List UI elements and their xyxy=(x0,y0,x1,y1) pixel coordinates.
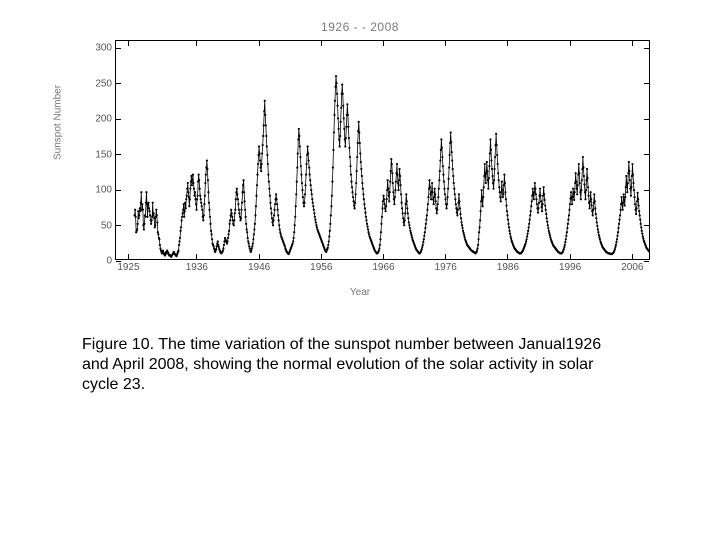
x-axis-label: Year xyxy=(60,287,660,298)
y-axis-label: Sunspot Number xyxy=(53,85,64,160)
y-tick-label: 300 xyxy=(95,43,116,54)
plot-area: 0501001502002503001925193619461956196619… xyxy=(115,40,650,260)
x-tick-label: 1946 xyxy=(248,259,270,273)
chart-title: 1926 - - 2008 xyxy=(60,20,660,34)
x-tick-label: 1966 xyxy=(372,259,394,273)
sunspot-chart: 1926 - - 2008 Sunspot Number 05010015020… xyxy=(60,20,660,300)
x-tick-label: 1976 xyxy=(435,259,457,273)
y-tick-label: 0 xyxy=(106,256,116,267)
x-tick-label: 1925 xyxy=(117,259,139,273)
x-tick-label: 1986 xyxy=(497,259,519,273)
y-tick-label: 150 xyxy=(95,149,116,160)
y-tick-label: 50 xyxy=(101,220,116,231)
y-tick-label: 200 xyxy=(95,114,116,125)
y-tick-label: 250 xyxy=(95,78,116,89)
x-tick-label: 1936 xyxy=(186,259,208,273)
x-tick-label: 1956 xyxy=(310,259,332,273)
x-tick-label: 1996 xyxy=(559,259,581,273)
y-tick-label: 100 xyxy=(95,185,116,196)
figure-caption: Figure 10. The time variation of the sun… xyxy=(82,335,627,395)
plot-svg xyxy=(116,41,649,259)
x-tick-label: 2006 xyxy=(621,259,643,273)
